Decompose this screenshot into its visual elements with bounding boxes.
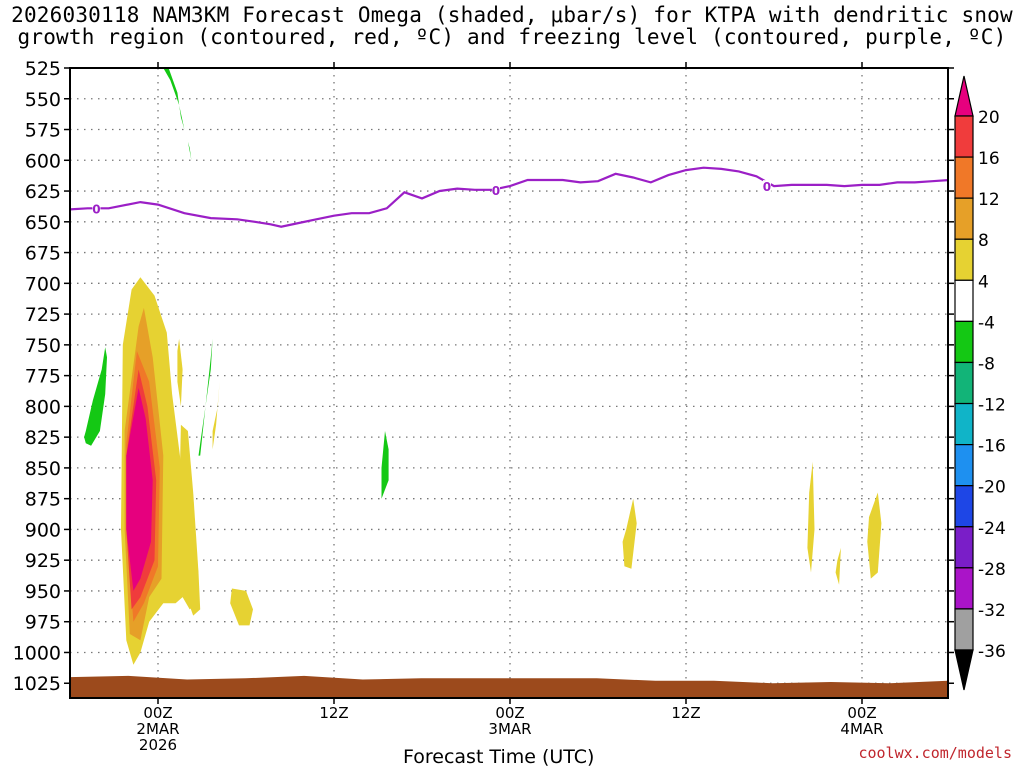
colorbar-bottom-arrow: [954, 649, 974, 691]
colorbar-label: -12: [978, 396, 1006, 416]
omega-region-4: [230, 588, 253, 626]
y-tick-label: 825: [25, 427, 61, 449]
colorbar-label: -24: [978, 519, 1006, 539]
watermark: coolwx.com/models: [858, 744, 1012, 762]
freezing-level-label: 0: [492, 184, 500, 198]
colorbar-swatch: [954, 402, 974, 446]
x-tick-label: 2026: [139, 736, 177, 754]
colorbar-swatch: [954, 444, 974, 487]
colorbar-swatch: [954, 279, 974, 322]
freezing-level-label: 0: [763, 180, 771, 194]
y-tick-label: 775: [25, 366, 61, 388]
y-tick-label: 650: [25, 212, 61, 234]
colorbar-swatch: [954, 197, 974, 240]
freezing-level-label-bg: [762, 180, 771, 193]
omega-region-4: [179, 424, 201, 616]
omega-region-4: [622, 498, 637, 569]
y-tick-label: 950: [25, 581, 61, 603]
y-tick-label: 850: [25, 458, 61, 480]
colorbar-label: -28: [978, 560, 1006, 580]
colorbar-label: -20: [978, 478, 1006, 498]
freezing-level-label: 0: [92, 202, 100, 216]
x-tick-label: 00Z: [495, 704, 524, 722]
colorbar-label: -36: [978, 642, 1006, 662]
y-tick-label: 675: [25, 243, 61, 265]
colorbar-swatch: [954, 485, 974, 528]
y-tick-label: 550: [25, 89, 61, 111]
freezing-level-label-bg: [92, 202, 101, 215]
x-tick-label: 12Z: [319, 704, 348, 722]
x-tick-label: 4MAR: [840, 720, 883, 738]
colorbar-swatch: [954, 526, 974, 569]
omega-region-4: [835, 547, 841, 585]
colorbar-label: -4: [978, 313, 995, 333]
terrain-fill: [70, 675, 948, 698]
x-tick-label: 3MAR: [488, 720, 531, 738]
freezing-level-line: [70, 166, 948, 228]
colorbar-label: -32: [978, 601, 1006, 621]
y-tick-label: 700: [25, 273, 61, 295]
x-tick-label: 00Z: [847, 704, 876, 722]
y-tick-label: 600: [25, 150, 61, 172]
plot-background: [70, 68, 948, 698]
y-tick-label: 725: [25, 304, 61, 326]
freezing-level-label-bg: [491, 183, 500, 196]
x-tick-label: 00Z: [143, 704, 172, 722]
omega-region-4: [177, 338, 183, 407]
y-tick-label: 575: [25, 120, 61, 142]
y-tick-label: 875: [25, 489, 61, 511]
colorbar-label: 12: [978, 190, 1000, 210]
colorbar-swatch: [954, 156, 974, 199]
x-tick-label: 12Z: [671, 704, 700, 722]
colorbar-swatch: [954, 115, 974, 158]
colorbar-label: -8: [978, 354, 995, 374]
y-tick-label: 975: [25, 612, 61, 634]
colorbar-label: 16: [978, 149, 1000, 169]
y-tick-label: 525: [25, 58, 61, 80]
y-tick-label: 925: [25, 550, 61, 572]
colorbar-label: -16: [978, 437, 1006, 457]
y-tick-label: 900: [25, 519, 61, 541]
x-axis-label: Forecast Time (UTC): [403, 746, 595, 768]
y-tick-label: 625: [25, 181, 61, 203]
colorbar-label: 20: [978, 108, 1000, 128]
y-tick-label: 1000: [13, 642, 61, 664]
omega-region-4: [807, 461, 815, 573]
y-tick-label: 800: [25, 396, 61, 418]
colorbar-swatch: [954, 361, 974, 405]
plot-frame: [69, 67, 949, 699]
colorbar-label: 8: [978, 231, 989, 251]
colorbar-swatch: [954, 320, 974, 364]
title-line-2: growth region (contoured, red, ºC) and f…: [17, 25, 1007, 49]
chart-title: 2026030118 NAM3KM Forecast Omega (shaded…: [0, 4, 1024, 48]
colorbar-swatch: [954, 238, 974, 281]
x-tick-label: 2MAR: [136, 720, 179, 738]
colorbar-top-arrow: [954, 75, 974, 117]
title-line-1: 2026030118 NAM3KM Forecast Omega (shaded…: [11, 3, 1013, 27]
omega-region-4: [212, 381, 220, 450]
omega-region-20: [126, 387, 153, 591]
plot-area: 0 0 0: [70, 68, 948, 698]
omega-region-neg8: [84, 347, 107, 446]
omega-region-4: [867, 492, 882, 579]
colorbar-label: 4: [978, 272, 989, 292]
colorbar-swatch: [954, 567, 974, 610]
y-tick-label: 1025: [13, 673, 61, 695]
omega-region-neg8: [381, 431, 389, 499]
colorbar-swatch: [954, 608, 974, 651]
y-tick-label: 750: [25, 335, 61, 357]
